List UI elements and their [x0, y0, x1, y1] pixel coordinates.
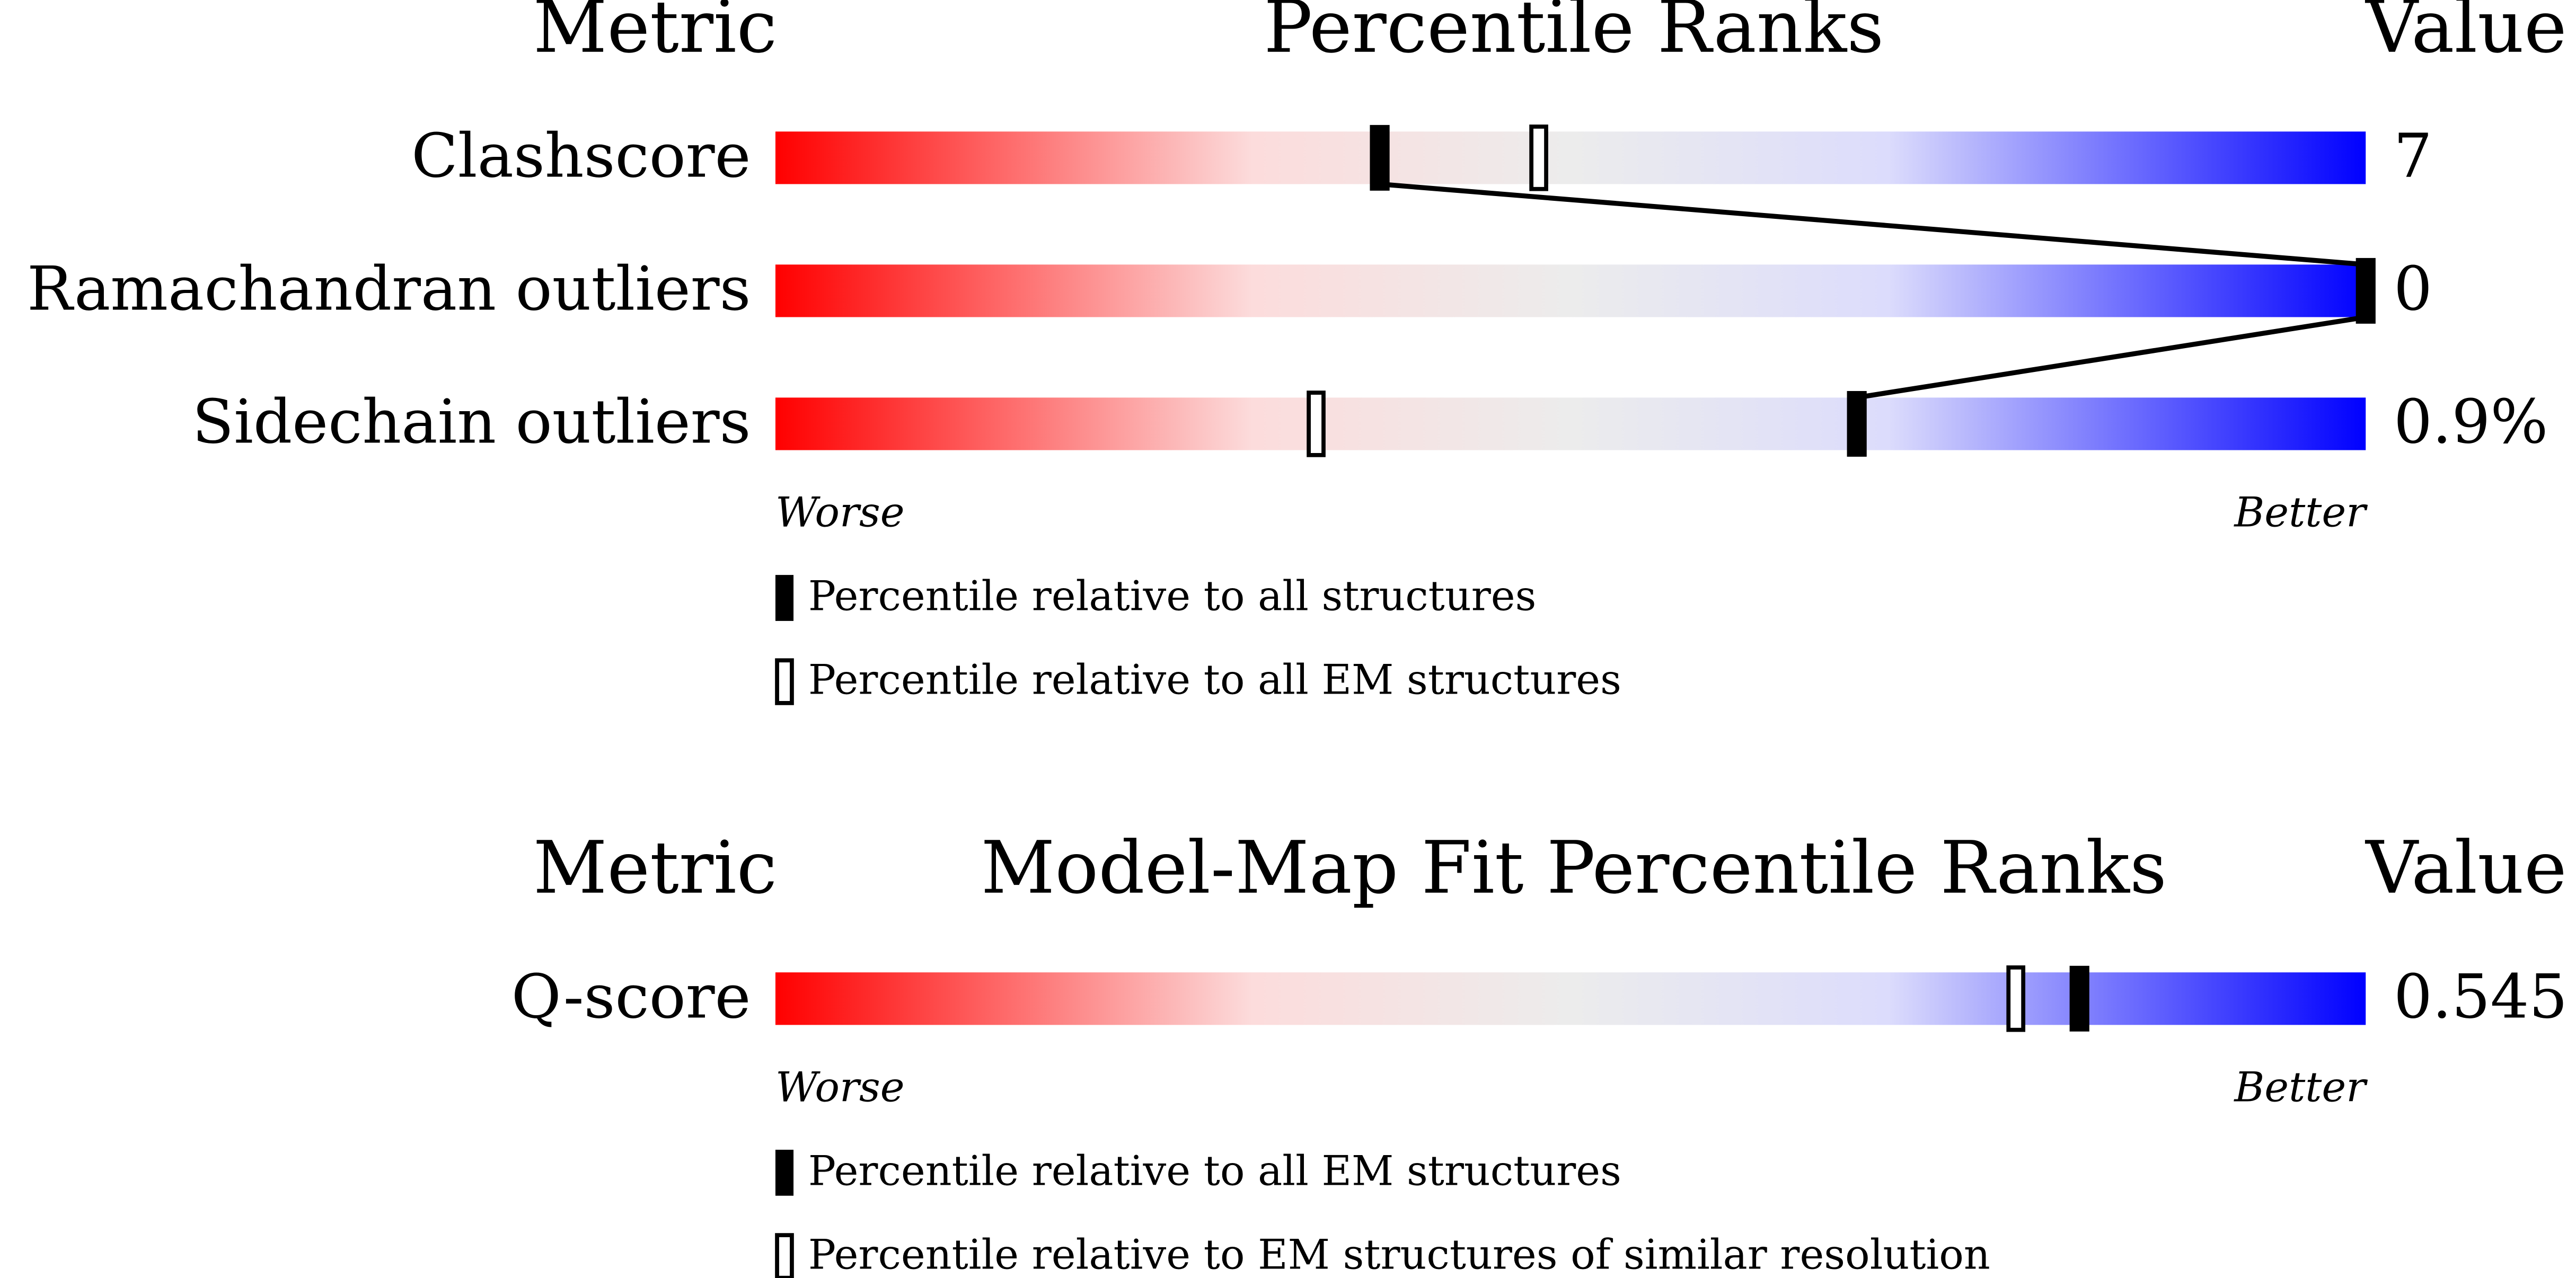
header-value: Value — [2365, 0, 2566, 69]
legend-icon — [775, 658, 794, 705]
marker-filled — [1847, 390, 1867, 457]
metric-value: 0.9% — [2394, 387, 2548, 458]
slider-bar — [775, 397, 2366, 450]
connector — [1856, 314, 2366, 400]
chart-title: Model-Map Fit Percentile Ranks — [981, 826, 2167, 910]
worse-label: Worse — [775, 1063, 905, 1111]
legend-icon — [775, 1233, 794, 1278]
legend-icon — [775, 575, 794, 621]
metric-value: 7 — [2394, 121, 2432, 192]
metric-label: Q-score — [511, 962, 751, 1032]
metric-value: 0 — [2394, 254, 2432, 325]
worse-label: Worse — [775, 489, 905, 537]
better-label: Better — [2233, 489, 2368, 537]
metric-label: Ramachandran outliers — [27, 254, 751, 325]
slider-bar — [775, 264, 2366, 317]
better-label: Better — [2233, 1063, 2368, 1111]
chart-title: Percentile Ranks — [1264, 0, 1884, 69]
legend-label: Percentile relative to all EM structures — [808, 656, 1621, 704]
marker-open — [1307, 390, 1326, 457]
marker-filled — [2356, 258, 2376, 324]
connector — [1379, 181, 2366, 267]
slider-bar — [775, 131, 2366, 184]
marker-open — [1529, 125, 1548, 191]
header-metric: Metric — [533, 826, 777, 910]
header-value: Value — [2365, 826, 2566, 910]
legend-label: Percentile relative to EM structures of … — [808, 1231, 1990, 1278]
marker-open — [2006, 965, 2026, 1032]
header-metric: Metric — [533, 0, 777, 69]
metric-label: Clashscore — [411, 121, 751, 192]
marker-filled — [2069, 965, 2089, 1032]
legend-label: Percentile relative to all EM structures — [808, 1147, 1621, 1195]
legend-icon — [775, 1149, 794, 1196]
metric-value: 0.545 — [2394, 962, 2568, 1032]
slider-bar — [775, 972, 2366, 1025]
metric-label: Sidechain outliers — [192, 387, 751, 458]
legend-label: Percentile relative to all structures — [808, 573, 1536, 620]
marker-filled — [1370, 125, 1390, 191]
